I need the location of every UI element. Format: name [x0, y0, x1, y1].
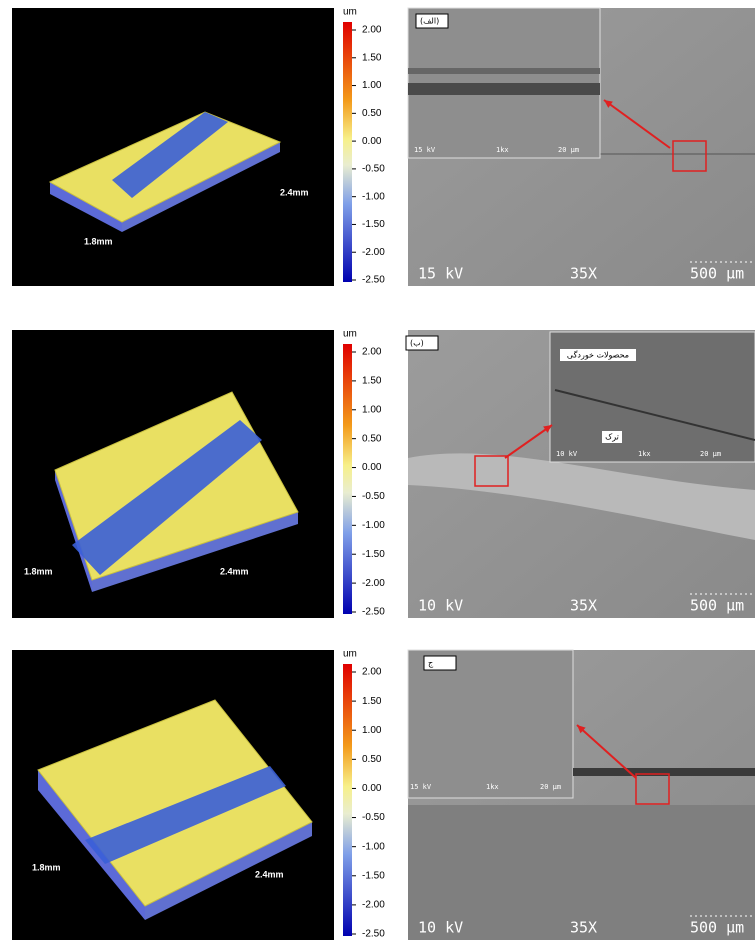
colorbar-label: 2.00	[362, 25, 382, 36]
inset-band	[408, 83, 600, 95]
colorbar-unit: um	[343, 7, 357, 18]
colorbar-label: -2.00	[362, 578, 385, 589]
colorbar-label: 0.00	[362, 136, 382, 147]
width-label: 1.8mm	[84, 236, 113, 246]
sem-scale-label: 500 μm	[690, 265, 744, 283]
inset-band	[408, 68, 600, 74]
inset-magnification: 1kx	[486, 783, 499, 791]
length-label: 2.4mm	[255, 869, 284, 879]
colorbar-unit: um	[343, 329, 357, 340]
colorbar-label: -2.50	[362, 607, 385, 618]
colorbar-label: -2.00	[362, 900, 385, 911]
colorbar-label: -0.50	[362, 812, 385, 823]
colorbar-label: 0.00	[362, 462, 382, 473]
inset-tag: (الف)	[420, 17, 439, 26]
colorbar-label: 1.50	[362, 52, 382, 63]
colorbar	[343, 22, 352, 282]
sem-scale-label: 500 μm	[690, 919, 744, 937]
colorbar-unit: um	[343, 649, 357, 660]
colorbar-label: -1.50	[362, 219, 385, 230]
inset-scale: 20 μm	[558, 146, 579, 154]
inset-magnification: 1kx	[496, 146, 509, 154]
sem-voltage: 10 kV	[418, 919, 463, 937]
length-label: 2.4mm	[220, 566, 249, 576]
sem-scale-label: 500 μm	[690, 597, 744, 615]
inset-tag: (ب)	[410, 339, 424, 348]
width-label: 1.8mm	[32, 862, 61, 872]
colorbar-label: -1.50	[362, 870, 385, 881]
sem-magnification: 35X	[570, 265, 597, 283]
inset-band	[573, 768, 755, 776]
colorbar-label: -2.50	[362, 929, 385, 940]
colorbar-label: -1.50	[362, 549, 385, 560]
sem-voltage: 15 kV	[418, 265, 463, 283]
colorbar-label: -1.00	[362, 841, 385, 852]
width-label: 1.8mm	[24, 566, 53, 576]
colorbar-label: 1.50	[362, 696, 382, 707]
inset-voltage: 15 kV	[414, 146, 436, 154]
colorbar-label: 0.50	[362, 754, 382, 765]
colorbar-label: 0.50	[362, 433, 382, 444]
inset-voltage: 10 kV	[556, 450, 578, 458]
colorbar-label: -1.00	[362, 191, 385, 202]
colorbar-label: -2.50	[362, 275, 385, 286]
colorbar-label: 1.00	[362, 80, 382, 91]
colorbar-label: -2.00	[362, 247, 385, 258]
colorbar-label: 0.50	[362, 108, 382, 119]
colorbar-label: 2.00	[362, 667, 382, 678]
figure: 1.8mm 2.4mm um 2.00 1.50 1.00 0.50 0.00 -0.50 -1.…	[0, 0, 755, 940]
sem-voltage: 10 kV	[418, 597, 463, 615]
colorbar-label: 1.50	[362, 376, 382, 387]
colorbar	[343, 664, 352, 936]
inset-magnification: 1kx	[638, 450, 651, 458]
length-label: 2.4mm	[280, 187, 309, 197]
colorbar-label: -0.50	[362, 491, 385, 502]
sem-magnification: 35X	[570, 919, 597, 937]
colorbar-label: 2.00	[362, 347, 382, 358]
inset-image	[408, 650, 573, 798]
label-products: محصولات خوردگی	[567, 350, 629, 360]
colorbar-label: -0.50	[362, 164, 385, 175]
colorbar-label: 0.00	[362, 783, 382, 794]
inset-tag: ج	[428, 659, 434, 668]
inset-scale: 20 μm	[700, 450, 721, 458]
label-crack: ترک	[605, 433, 619, 442]
inset-voltage: 15 kV	[410, 783, 432, 791]
colorbar-label: 1.00	[362, 404, 382, 415]
sem-magnification: 35X	[570, 597, 597, 615]
inset-scale: 20 μm	[540, 783, 561, 791]
colorbar	[343, 344, 352, 614]
colorbar-label: 1.00	[362, 725, 382, 736]
colorbar-label: -1.00	[362, 520, 385, 531]
